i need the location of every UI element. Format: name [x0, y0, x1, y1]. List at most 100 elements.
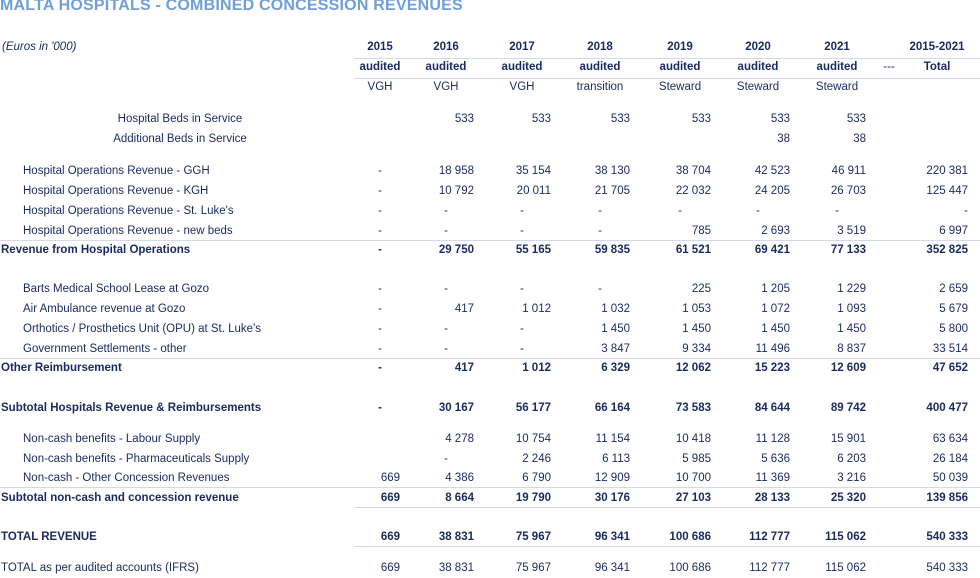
column-status: audited	[659, 61, 701, 73]
cell-value: 5 800	[939, 323, 968, 335]
row-label: Hospital Beds in Service	[117, 113, 243, 125]
column-year: 2020	[745, 41, 771, 53]
cell-value: 11 128	[755, 433, 790, 445]
cell-value: 15 223	[754, 362, 790, 374]
cell-value: -	[756, 205, 760, 217]
cell-value: 22 032	[675, 185, 711, 197]
cell-value: 12 062	[675, 362, 711, 374]
row-label: Non-cash - Other Concession Revenues	[23, 472, 230, 484]
cell-value: 1 012	[522, 303, 551, 315]
cell-value: 4 386	[445, 472, 474, 484]
cell-value: 69 421	[754, 244, 790, 256]
table-row: Hospital Operations Revenue - GGH - 18 958…	[0, 161, 980, 181]
cell-value: 1 450	[682, 323, 711, 335]
cell-value: 19 790	[515, 492, 551, 504]
cell-value: 38 831	[438, 562, 474, 574]
cell-value: 352 825	[926, 244, 968, 256]
cell-value: 6 997	[939, 225, 968, 237]
row-label: Hospital Operations Revenue - new beds	[23, 225, 233, 237]
divider	[354, 546, 980, 547]
cell-value: 540 333	[926, 531, 968, 543]
row-label: TOTAL as per audited accounts (IFRS)	[1, 562, 199, 574]
table-row: Additional Beds in Service 38 38	[0, 129, 980, 149]
table-row: Subtotal Hospitals Revenue & Reimburseme…	[0, 398, 980, 418]
cell-value: 38 704	[675, 165, 711, 177]
cell-value: 1 012	[522, 362, 551, 374]
table-row: Non-cash benefits - Labour Supply 4 278 10…	[0, 429, 980, 449]
cell-value: 20 011	[516, 185, 551, 197]
cell-value: -	[444, 453, 448, 465]
cell-value: 38 831	[438, 531, 474, 543]
cell-value: 96 341	[594, 562, 630, 574]
cell-value: 56 177	[515, 402, 551, 414]
column-operator: VGH	[367, 81, 393, 93]
cell-value: 24 205	[754, 185, 790, 197]
cell-value: 46 911	[831, 165, 866, 177]
table-row: Barts Medical School Lease at Gozo - - - - 22…	[0, 279, 980, 299]
cell-value: 1 032	[601, 303, 630, 315]
column-year: 2018	[587, 41, 613, 53]
table-row: Non-cash - Other Concession Revenues 669 4…	[0, 468, 980, 488]
cell-value: 10 792	[438, 185, 474, 197]
cell-value: 669	[380, 492, 400, 504]
cell-value: 10 754	[515, 433, 551, 445]
cell-value: 100 686	[669, 531, 711, 543]
cell-value: 21 705	[594, 185, 630, 197]
cell-value: 59 835	[594, 244, 630, 256]
cell-value: -	[444, 283, 448, 295]
cell-value: 225	[691, 283, 711, 295]
cell-value: 30 176	[594, 492, 630, 504]
cell-value: 220 381	[926, 165, 968, 177]
divider	[0, 358, 980, 359]
column-operator: Steward	[736, 81, 780, 93]
table-row: Hospital Operations Revenue - St. Luke's…	[0, 201, 980, 221]
column-year: 2016	[433, 41, 459, 53]
cell-value: 533	[454, 113, 474, 125]
row-label: Other Reimbursement	[1, 362, 122, 374]
row-label: Subtotal non-cash and concession revenue	[1, 492, 239, 504]
cell-value: 77 133	[830, 244, 866, 256]
cell-value: 8 664	[445, 492, 474, 504]
column-year: 2015-2021	[909, 41, 965, 53]
cell-value: 55 165	[515, 244, 551, 256]
cell-value: 6 203	[837, 453, 866, 465]
divider	[354, 78, 980, 79]
cell-value: 26 703	[830, 185, 866, 197]
column-operator: VGH	[509, 81, 535, 93]
cell-value: 47 652	[932, 362, 968, 374]
column-operator: Steward	[658, 81, 702, 93]
cell-value: 12 909	[594, 472, 630, 484]
cell-value: -	[520, 343, 524, 355]
cell-value: 1 450	[761, 323, 790, 335]
cell-value: 10 700	[675, 472, 711, 484]
table-row: TOTAL REVENUE 669 38 831 75 967 96 341 100 68…	[0, 527, 980, 547]
row-label: Subtotal Hospitals Revenue & Reimburseme…	[1, 402, 262, 414]
row-label: Orthotics / Prosthetics Unit (OPU) at St…	[23, 323, 262, 335]
cell-value: 400 477	[926, 402, 968, 414]
cell-value: 11 496	[755, 343, 790, 355]
cell-value: -	[678, 205, 682, 217]
cell-value: 35 154	[515, 165, 551, 177]
units-note: (Euros in '000)	[2, 41, 77, 53]
cell-value: 1 450	[601, 323, 630, 335]
cell-value: -	[378, 165, 382, 177]
cell-value: 25 320	[830, 492, 866, 504]
cell-value: 115 062	[825, 562, 866, 574]
cell-value: 1 205	[761, 283, 790, 295]
cell-value: 10 418	[675, 433, 711, 445]
table-row: Orthotics / Prosthetics Unit (OPU) at St…	[0, 319, 980, 339]
table-row: Air Ambulance revenue at Gozo - 417 1 012 1 …	[0, 299, 980, 319]
row-label: Revenue from Hospital Operations	[1, 244, 191, 256]
cell-value: 66 164	[594, 402, 630, 414]
cell-value: 3 519	[837, 225, 866, 237]
cell-value: -	[378, 303, 382, 315]
row-label: Government Settlements - other	[23, 343, 187, 355]
cell-value: 11 154	[595, 433, 630, 445]
row-label: Non-cash benefits - Labour Supply	[23, 433, 201, 445]
row-label: TOTAL REVENUE	[1, 531, 97, 543]
cell-value: 6 329	[601, 362, 630, 374]
table-row: Subtotal non-cash and concession revenue…	[0, 488, 980, 508]
cell-value: 38	[853, 133, 866, 145]
cell-value: 2 246	[522, 453, 551, 465]
cell-value: -	[378, 283, 382, 295]
